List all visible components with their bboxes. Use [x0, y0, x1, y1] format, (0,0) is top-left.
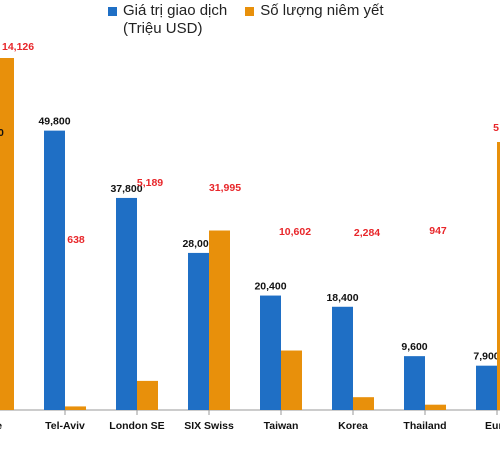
label-blue-3: 28,000 — [182, 238, 214, 250]
label-orange-0: 14,126 — [2, 41, 34, 53]
category-label-1-0: Tel-Aviv — [45, 420, 85, 432]
legend-swatch-blue — [108, 7, 117, 16]
bar-orange-6 — [425, 404, 446, 410]
bar-orange-0 — [0, 58, 14, 410]
label-blue-2: 37,800 — [110, 183, 142, 195]
legend-label-blue-line2: (Triệu USD) — [123, 20, 203, 37]
bar-blue-5 — [332, 306, 353, 410]
label-orange-6: 947 — [429, 225, 447, 237]
label-blue-7: 7,900 — [473, 351, 499, 363]
label-blue-4: 20,400 — [254, 281, 286, 293]
label-orange-3: 31,995 — [209, 182, 241, 194]
category-label-3-0: SIX Swiss — [184, 420, 234, 432]
bar-orange-2 — [137, 380, 158, 410]
label-blue-6: 9,600 — [401, 341, 427, 353]
label-orange-2: 5,189 — [137, 177, 163, 189]
label-blue-fragment-0: 0 — [0, 127, 4, 139]
bar-blue-2 — [116, 197, 137, 410]
bar-orange-4 — [281, 350, 302, 410]
bar-orange-3 — [209, 230, 230, 410]
bar-orange-5 — [353, 397, 374, 410]
label-blue-1: 49,800 — [38, 116, 70, 128]
legend-item-orange: Số lượng niêm yết — [245, 2, 384, 38]
legend-label-orange: Số lượng niêm yết — [260, 2, 384, 19]
label-blue-5: 18,400 — [326, 292, 358, 304]
bar-blue-7 — [476, 365, 497, 410]
bar-blue-1 — [44, 130, 65, 410]
label-orange-4: 10,602 — [279, 226, 311, 238]
bar-orange-7 — [497, 142, 500, 410]
category-label-6-0: Thailand — [403, 420, 446, 432]
bar-blue-3 — [188, 252, 209, 410]
legend: Giá trị giao dịch (Triệu USD) Số lượng n… — [108, 2, 384, 38]
legend-label-blue-line1: Giá trị giao dịch — [123, 2, 228, 19]
category-label-2-0: London SE — [109, 420, 164, 432]
category-label-5-0: Korea — [338, 420, 368, 432]
bar-blue-4 — [260, 295, 281, 410]
category-label-4-0: Taiwan — [264, 420, 299, 432]
label-orange-1: 638 — [67, 234, 85, 246]
label-orange-7: 5 — [493, 122, 499, 134]
category-label-7-0: Euro — [485, 420, 500, 432]
bar-blue-6 — [404, 356, 425, 410]
bar-orange-1 — [65, 406, 86, 410]
legend-item-blue: Giá trị giao dịch (Triệu USD) — [108, 2, 227, 38]
label-orange-5: 2,284 — [354, 227, 380, 239]
category-label-0-0: che — [0, 420, 2, 432]
legend-swatch-orange — [245, 7, 255, 16]
